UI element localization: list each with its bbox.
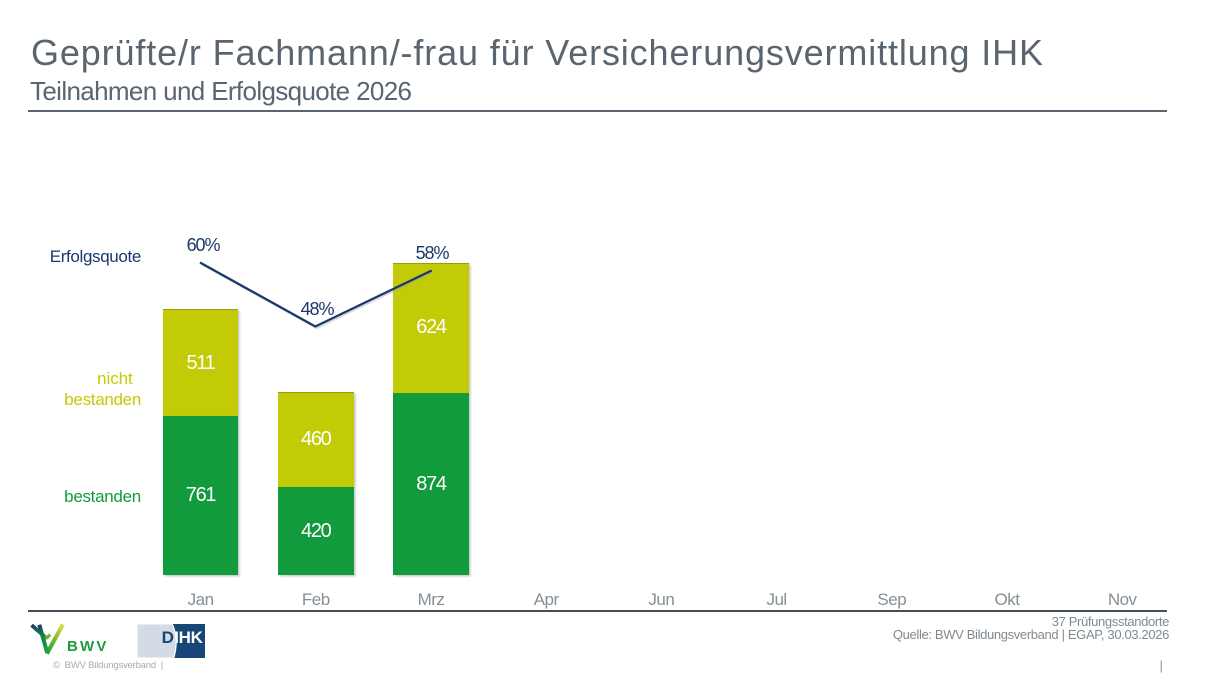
svg-text:D: D [162,628,174,647]
svg-text:IHK: IHK [174,628,203,647]
